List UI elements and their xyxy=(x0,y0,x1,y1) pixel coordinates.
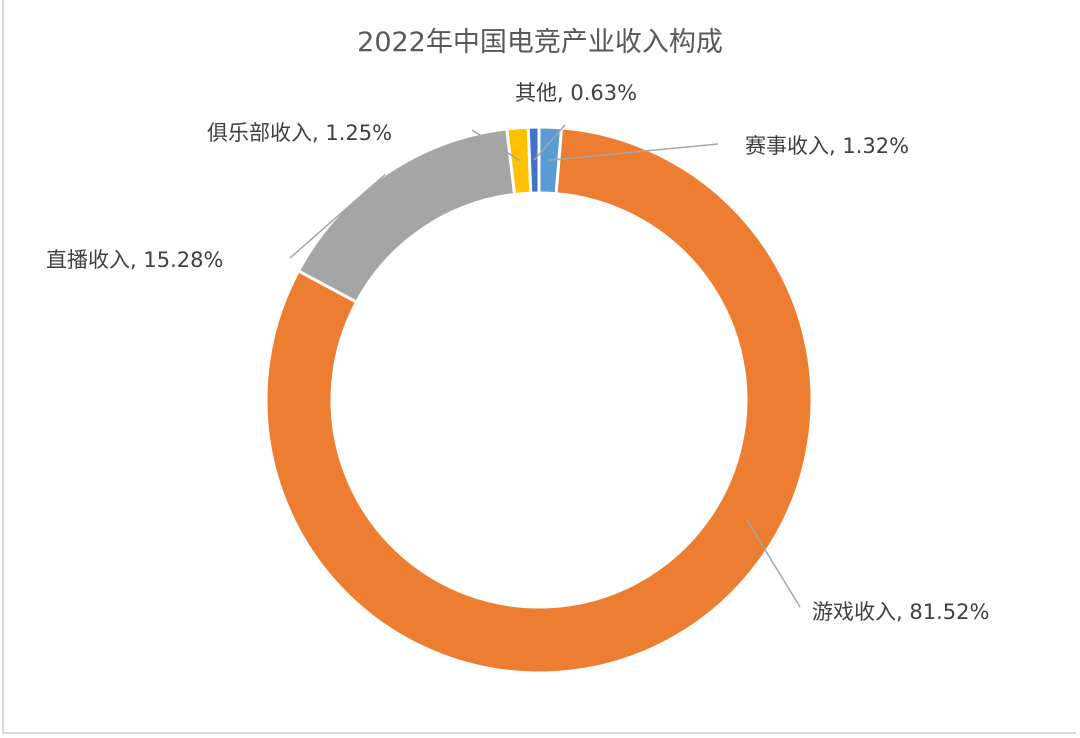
leader-line xyxy=(289,173,386,259)
data-label-clubs: 俱乐部收入, 1.25% xyxy=(207,121,393,145)
data-label-events: 赛事收入, 1.32% xyxy=(745,134,910,158)
leader-line xyxy=(746,519,801,608)
leader-line xyxy=(548,143,719,161)
segment-other xyxy=(526,125,541,195)
chart-title: 2022年中国电竞产业收入构成 xyxy=(357,27,723,58)
leader-line xyxy=(471,129,521,162)
data-label-other: 其他, 0.63% xyxy=(515,81,638,105)
segment-streaming xyxy=(296,127,517,305)
leader-line xyxy=(533,124,566,161)
data-label-games: 游戏收入, 81.52% xyxy=(812,600,990,624)
segment-games xyxy=(264,126,814,675)
data-label-streaming: 直播收入, 15.28% xyxy=(46,248,224,272)
